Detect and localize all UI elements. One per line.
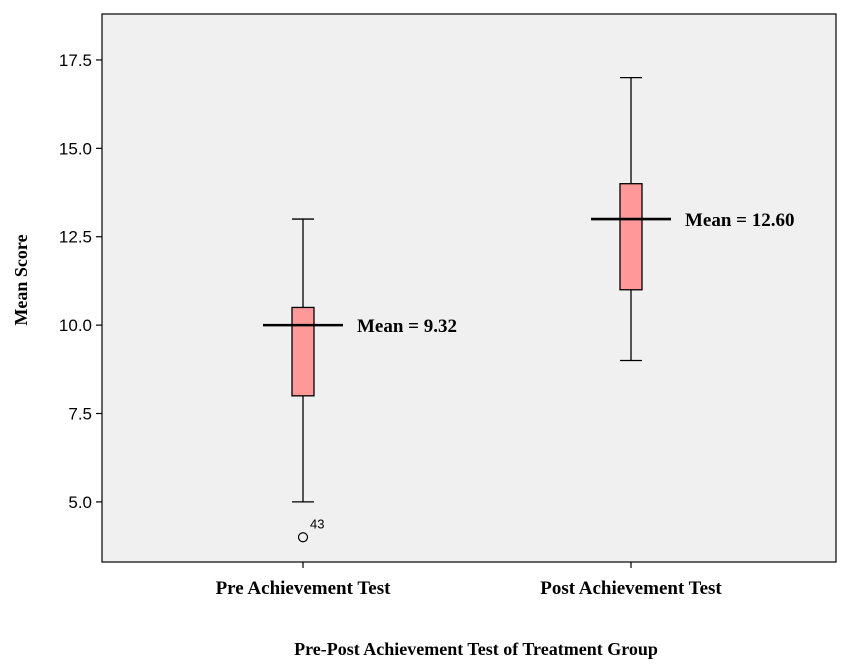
plot-frame [101,13,837,563]
y-tick-label: 17.5 [59,51,92,70]
mean-label: Mean = 9.32 [357,316,457,337]
iqr-box [619,183,643,291]
mean-label: Mean = 12.60 [685,210,795,231]
y-axis: 5.0 7.5 10.0 12.5 15.0 17.5 [59,51,102,512]
outlier-label: 43 [310,516,324,531]
y-tick-label: 5.0 [68,493,92,512]
plot-area [101,13,837,563]
y-tick-label: 10.0 [59,316,92,335]
x-axis-title: Pre-Post Achievement Test of Treatment G… [294,639,658,659]
y-axis-title: Mean Score [11,234,31,325]
box-series: Mean = 9.32 43 Mean = 12.60 [263,76,795,543]
y-tick-label: 12.5 [59,228,92,247]
box-post: Mean = 12.60 [591,76,795,362]
iqr-box [291,306,315,397]
box-pre: Mean = 9.32 43 [263,218,457,543]
x-category-label: Post Achievement Test [540,578,722,599]
x-category-label: Pre Achievement Test [216,578,392,599]
y-tick-label: 7.5 [68,405,92,424]
y-tick-label: 15.0 [59,139,92,158]
outlier-point [297,532,309,543]
x-axis: Pre Achievement Test Post Achievement Tes… [216,562,722,599]
